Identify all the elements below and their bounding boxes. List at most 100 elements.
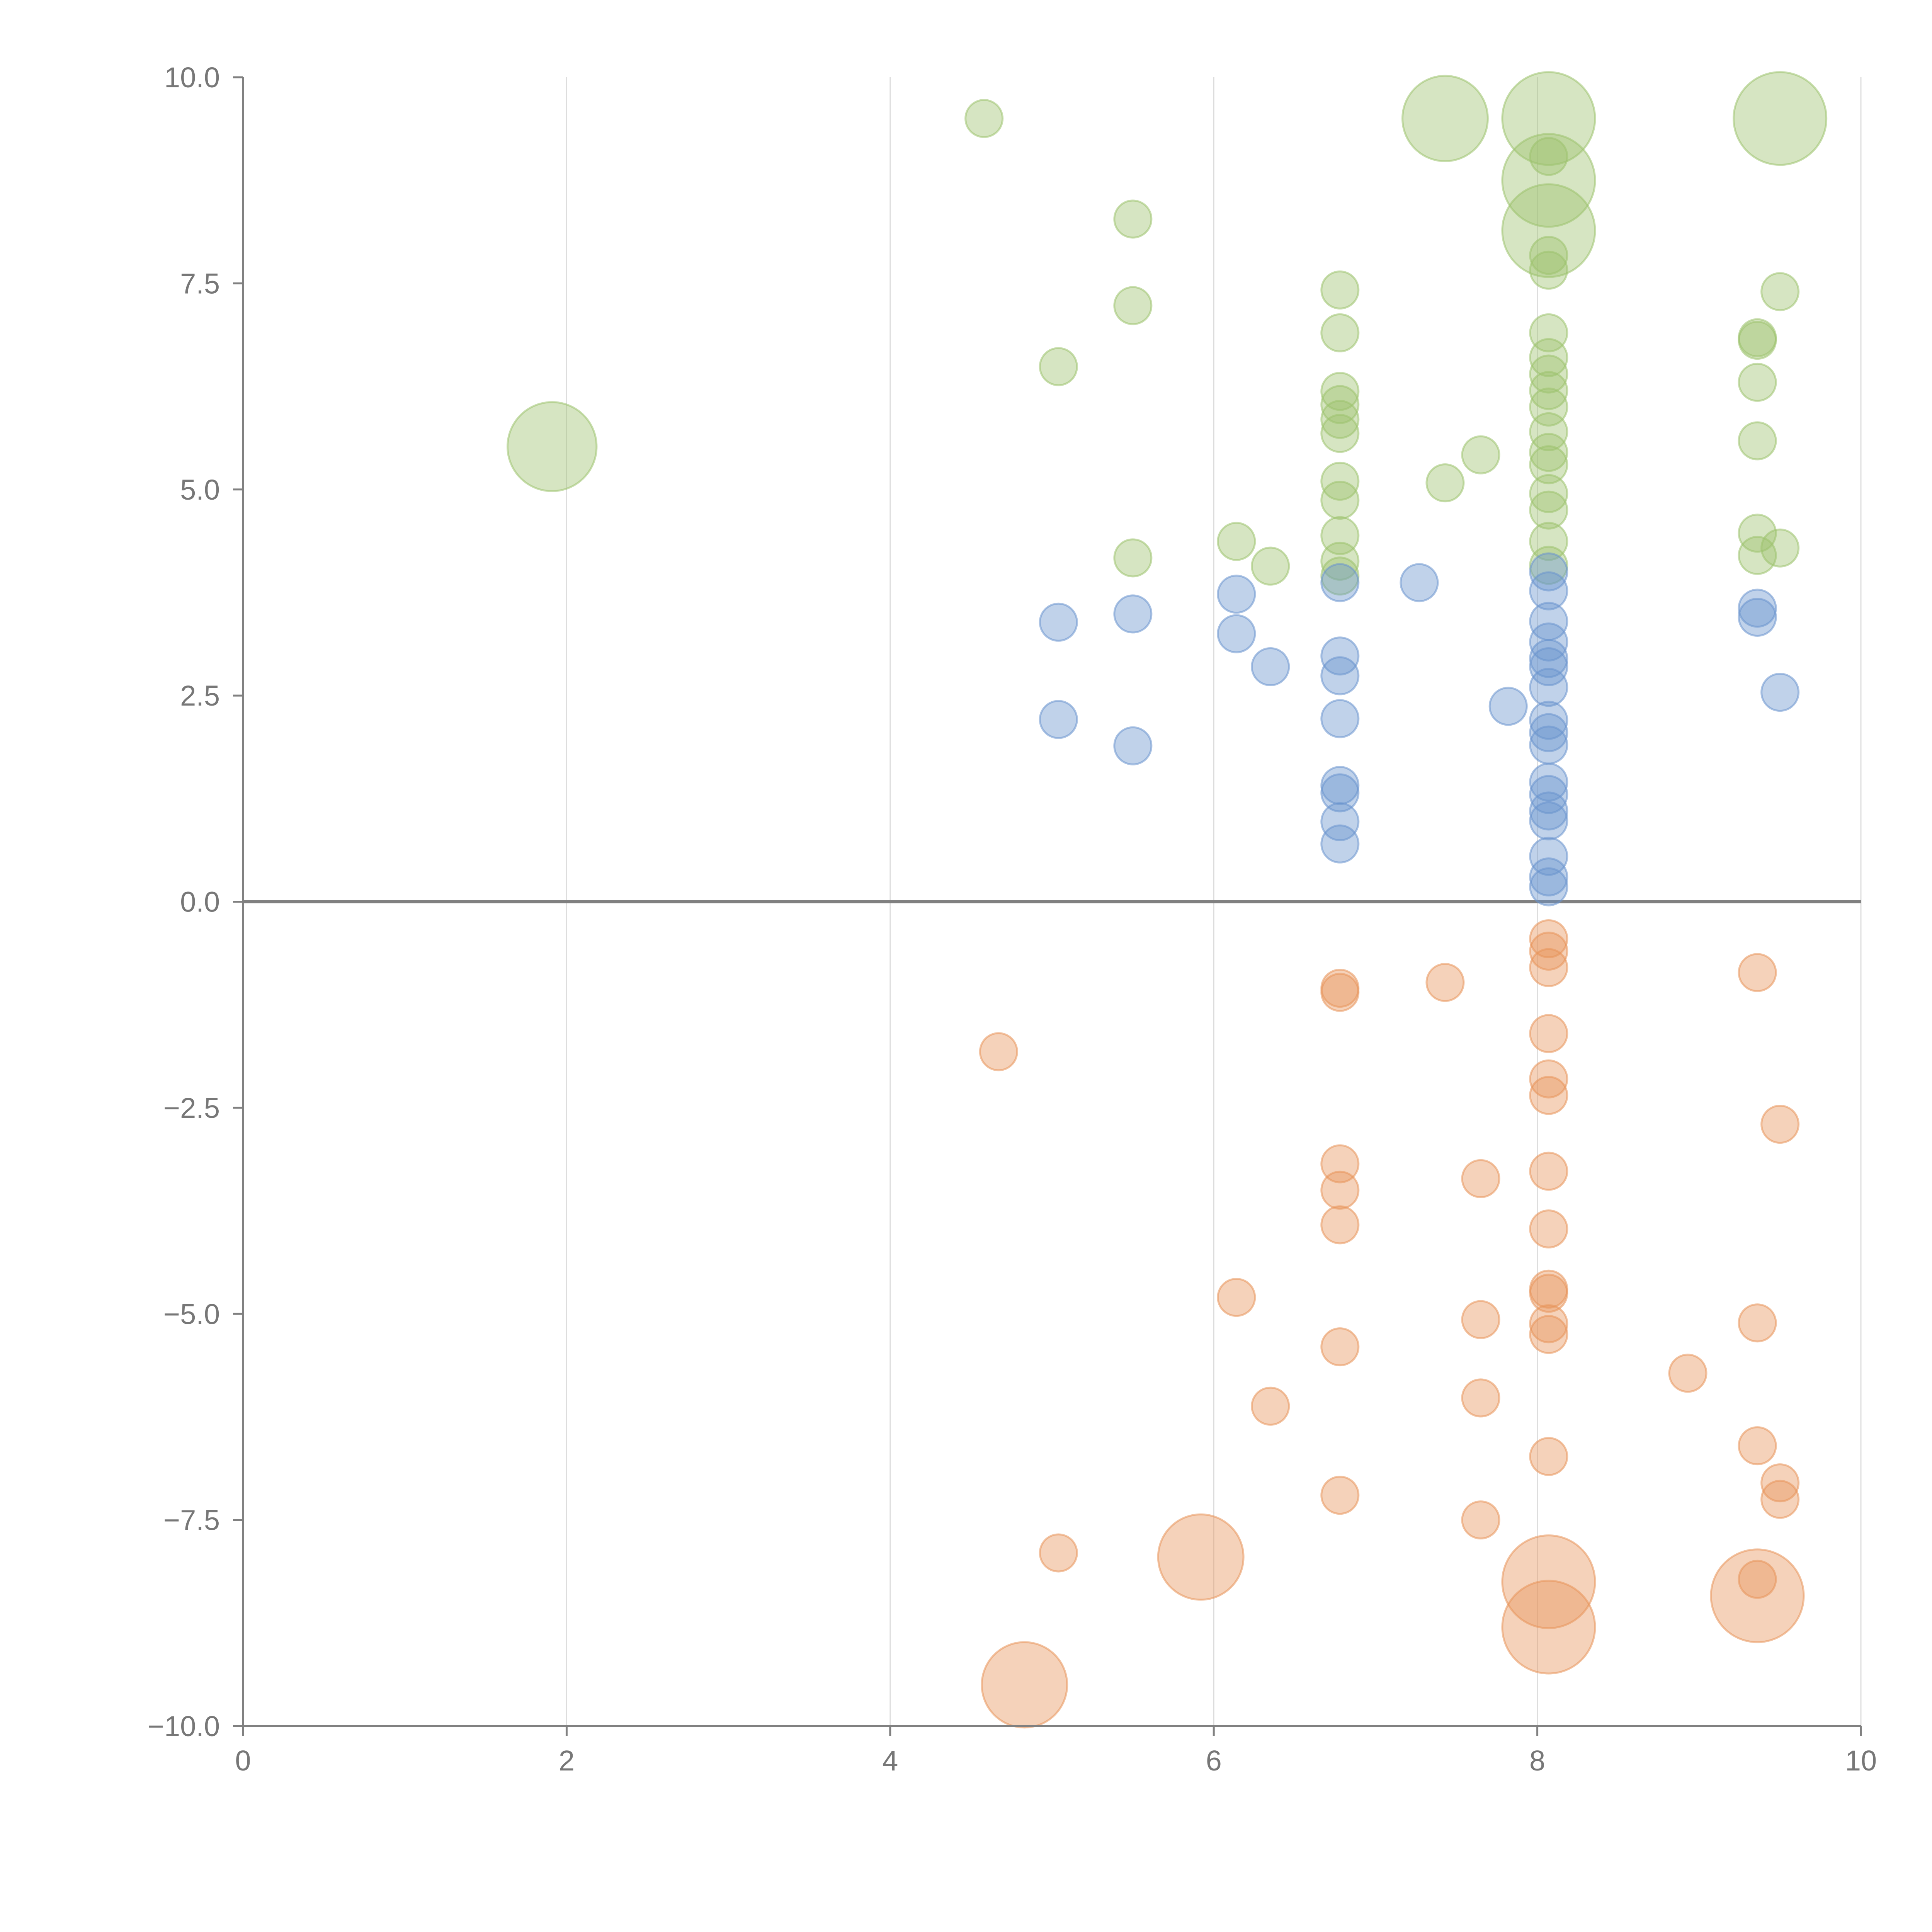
data-points xyxy=(507,71,1828,1729)
bubble-blue-8 xyxy=(1320,636,1360,676)
bubble-blue-5 xyxy=(1217,614,1256,653)
bubble-green-44 xyxy=(1738,514,1777,553)
bubble-blue-9 xyxy=(1320,656,1360,696)
bubble-blue-26 xyxy=(1529,725,1568,765)
bubble-orange-29 xyxy=(1529,1315,1568,1354)
bubble-orange-37 xyxy=(1738,1560,1777,1599)
bubble-green-38 xyxy=(1529,522,1568,561)
series-orange xyxy=(979,919,1805,1729)
bubble-blue-18 xyxy=(1529,571,1568,611)
bubble-green-30 xyxy=(1529,354,1568,394)
bubble-green-29 xyxy=(1529,338,1568,377)
bubble-orange-13 xyxy=(1425,963,1465,1002)
bubble-orange-15 xyxy=(1461,1300,1500,1339)
bubble-orange-5 xyxy=(1251,1386,1290,1426)
bubble-orange-32 xyxy=(1501,1580,1596,1675)
bubble-orange-24 xyxy=(1529,1151,1568,1191)
bubble-green-27 xyxy=(1529,250,1568,290)
bubble-green-22 xyxy=(1501,71,1596,166)
y-tick-label: −5.0 xyxy=(163,1298,220,1330)
bubble-orange-40 xyxy=(1760,1463,1800,1503)
bubble-green-47 xyxy=(1760,272,1800,311)
bubble-green-3 xyxy=(1039,347,1078,386)
bubble-green-31 xyxy=(1529,371,1568,410)
bubble-green-41 xyxy=(1738,321,1777,360)
bubble-green-37 xyxy=(1529,490,1568,530)
bubble-orange-10 xyxy=(1320,1205,1360,1245)
bubble-orange-27 xyxy=(1529,1274,1568,1313)
bubble-green-24 xyxy=(1501,133,1596,228)
bubble-blue-23 xyxy=(1529,668,1568,707)
bubble-blue-25 xyxy=(1529,713,1568,752)
bubble-orange-33 xyxy=(1668,1354,1708,1393)
bubble-orange-25 xyxy=(1529,1209,1568,1248)
bubble-green-15 xyxy=(1320,480,1360,520)
x-tick-label: 6 xyxy=(1206,1745,1222,1777)
bubble-green-8 xyxy=(1320,270,1360,310)
bubble-green-20 xyxy=(1425,463,1465,503)
bubble-orange-14 xyxy=(1461,1159,1500,1198)
bubble-blue-36 xyxy=(1760,673,1800,712)
x-tick-label: 4 xyxy=(882,1745,898,1777)
bubble-orange-34 xyxy=(1738,953,1777,992)
y-tick-label: 7.5 xyxy=(180,267,220,299)
x-tick-label: 0 xyxy=(235,1745,251,1777)
bubble-blue-21 xyxy=(1529,639,1568,678)
y-axis-ticks: 10.0 7.5 5.0 2.5 0.0 −2.5 −5.0 −7.5 −10.0 xyxy=(148,61,243,1742)
bubble-blue-14 xyxy=(1320,824,1360,864)
bubble-blue-10 xyxy=(1320,699,1360,738)
bubble-orange-17 xyxy=(1461,1500,1500,1540)
x-tick-label: 10 xyxy=(1845,1745,1877,1777)
y-tick-label: −10.0 xyxy=(148,1710,220,1742)
bubble-green-13 xyxy=(1320,414,1360,453)
bubble-green-6 xyxy=(1217,522,1256,561)
bubble-blue-12 xyxy=(1320,773,1360,813)
y-tick-label: 0.0 xyxy=(180,886,220,918)
bubble-green-21 xyxy=(1461,435,1500,474)
bubble-green-23 xyxy=(1529,137,1568,176)
bubble-green-19 xyxy=(1401,75,1489,162)
bubble-blue-31 xyxy=(1529,837,1568,876)
bubble-green-7 xyxy=(1251,546,1290,586)
y-tick-label: −2.5 xyxy=(163,1092,220,1124)
y-tick-label: −7.5 xyxy=(163,1504,220,1536)
bubble-blue-0 xyxy=(1039,602,1078,642)
bubble-orange-12 xyxy=(1320,1476,1360,1515)
bubble-green-33 xyxy=(1529,412,1568,451)
bubble-orange-30 xyxy=(1529,1437,1568,1476)
bubble-blue-16 xyxy=(1488,687,1528,726)
bubble-orange-31 xyxy=(1501,1534,1596,1629)
bubble-green-4 xyxy=(1113,538,1153,578)
bubble-green-48 xyxy=(1760,528,1800,568)
bubble-blue-1 xyxy=(1039,700,1078,739)
bubble-green-0 xyxy=(964,99,1004,138)
bubble-orange-16 xyxy=(1461,1378,1500,1418)
bubble-orange-35 xyxy=(1738,1303,1777,1343)
bubble-blue-29 xyxy=(1529,791,1568,831)
bubble-orange-11 xyxy=(1320,1327,1360,1367)
x-axis-ticks: 0 2 4 6 8 10 xyxy=(235,1726,1877,1777)
y-tick-label: 10.0 xyxy=(164,61,220,94)
bubble-blue-7 xyxy=(1320,563,1360,602)
bubble-green-26 xyxy=(1529,236,1568,275)
bubble-orange-0 xyxy=(979,1032,1018,1071)
x-tick-label: 2 xyxy=(559,1745,575,1777)
bubble-blue-33 xyxy=(1529,867,1568,906)
bubble-green-11 xyxy=(1320,385,1360,424)
bubble-blue-4 xyxy=(1217,575,1256,614)
bubble-green-25 xyxy=(1501,183,1596,278)
bubble-green-45 xyxy=(1738,536,1777,575)
bubble-orange-7 xyxy=(1320,973,1360,1012)
bubble-blue-30 xyxy=(1529,801,1568,840)
bubble-orange-41 xyxy=(1760,1480,1800,1519)
bubble-orange-36 xyxy=(1738,1426,1777,1466)
bubble-green-10 xyxy=(1320,372,1360,411)
bubble-green-42 xyxy=(1738,362,1777,402)
x-tick-label: 8 xyxy=(1529,1745,1545,1777)
bubble-blue-35 xyxy=(1738,597,1777,637)
bubble-blue-3 xyxy=(1113,726,1153,765)
bubble-blue-6 xyxy=(1251,647,1290,686)
bubble-blue-34 xyxy=(1738,588,1777,628)
y-tick-label: 2.5 xyxy=(180,680,220,712)
bubble-orange-28 xyxy=(1529,1304,1568,1344)
